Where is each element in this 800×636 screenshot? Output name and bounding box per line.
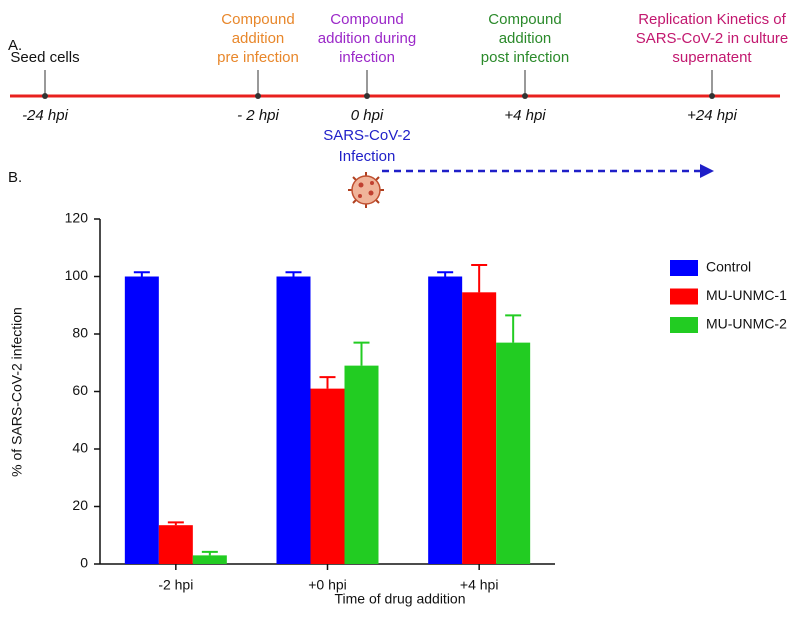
event-label: addition <box>232 30 285 47</box>
bar <box>496 342 531 564</box>
y-tick-label: 100 <box>65 267 89 283</box>
bar <box>462 292 497 564</box>
event-time: - 2 hpi <box>237 107 279 124</box>
legend-label: MU-UNMC-2 <box>706 316 787 332</box>
event-label: Replication Kinetics of <box>638 11 786 28</box>
event-dot <box>522 93 528 99</box>
error-bar <box>319 376 336 389</box>
bar <box>158 525 193 564</box>
x-axis-label: Time of drug addition <box>335 591 466 607</box>
event-label: Compound <box>221 11 294 28</box>
error-bar <box>201 550 218 556</box>
bar <box>124 276 159 564</box>
y-tick-label: 60 <box>72 382 88 398</box>
bar <box>344 365 379 564</box>
event-label: Compound <box>330 11 403 28</box>
event-time: 0 hpi <box>351 107 384 124</box>
error-bar <box>133 271 150 277</box>
event-label: Compound <box>488 11 561 28</box>
event-label: SARS-CoV-2 in culture <box>636 30 789 47</box>
event-dot <box>709 93 715 99</box>
error-bar <box>285 271 302 277</box>
legend-swatch <box>670 317 698 333</box>
event-label: pre infection <box>217 49 299 66</box>
event-dot <box>255 93 261 99</box>
bar <box>310 388 345 564</box>
y-tick-label: 20 <box>72 497 88 513</box>
legend-label: Control <box>706 259 751 275</box>
bar <box>428 276 463 564</box>
x-tick-label: +4 hpi <box>460 577 499 593</box>
y-tick-label: 40 <box>72 440 88 456</box>
event-dot <box>42 93 48 99</box>
error-bar <box>353 341 370 366</box>
legend-swatch <box>670 288 698 305</box>
bar <box>192 555 227 564</box>
event-time: -24 hpi <box>22 107 69 124</box>
event-time: +24 hpi <box>687 107 737 124</box>
event-time: +4 hpi <box>504 107 546 124</box>
error-bar <box>167 521 184 526</box>
y-axis-label: % of SARS-CoV-2 infection <box>9 307 25 477</box>
x-tick-label: -2 hpi <box>158 577 193 593</box>
event-dot <box>364 93 370 99</box>
y-tick-label: 80 <box>72 325 88 341</box>
event-label: supernatent <box>672 49 752 66</box>
virus-icon <box>348 172 384 208</box>
panel-a-label: A. <box>8 37 22 54</box>
event-label: post infection <box>481 49 569 66</box>
arrow-head <box>700 164 714 178</box>
infection-label: Infection <box>339 148 396 165</box>
error-bar <box>505 314 522 343</box>
event-label: Seed cells <box>10 49 79 66</box>
x-tick-label: +0 hpi <box>308 577 347 593</box>
legend-label: MU-UNMC-1 <box>706 287 787 303</box>
event-label: addition during <box>318 30 416 47</box>
legend-swatch <box>670 260 698 276</box>
y-tick-label: 0 <box>80 555 88 571</box>
bar <box>276 276 311 564</box>
panel-b-label: B. <box>8 169 22 186</box>
event-label: addition <box>499 30 552 47</box>
infection-label: SARS-CoV-2 <box>323 127 411 144</box>
y-tick-label: 120 <box>65 210 89 226</box>
event-label: infection <box>339 49 395 66</box>
error-bar <box>471 264 488 293</box>
error-bar <box>437 271 454 277</box>
